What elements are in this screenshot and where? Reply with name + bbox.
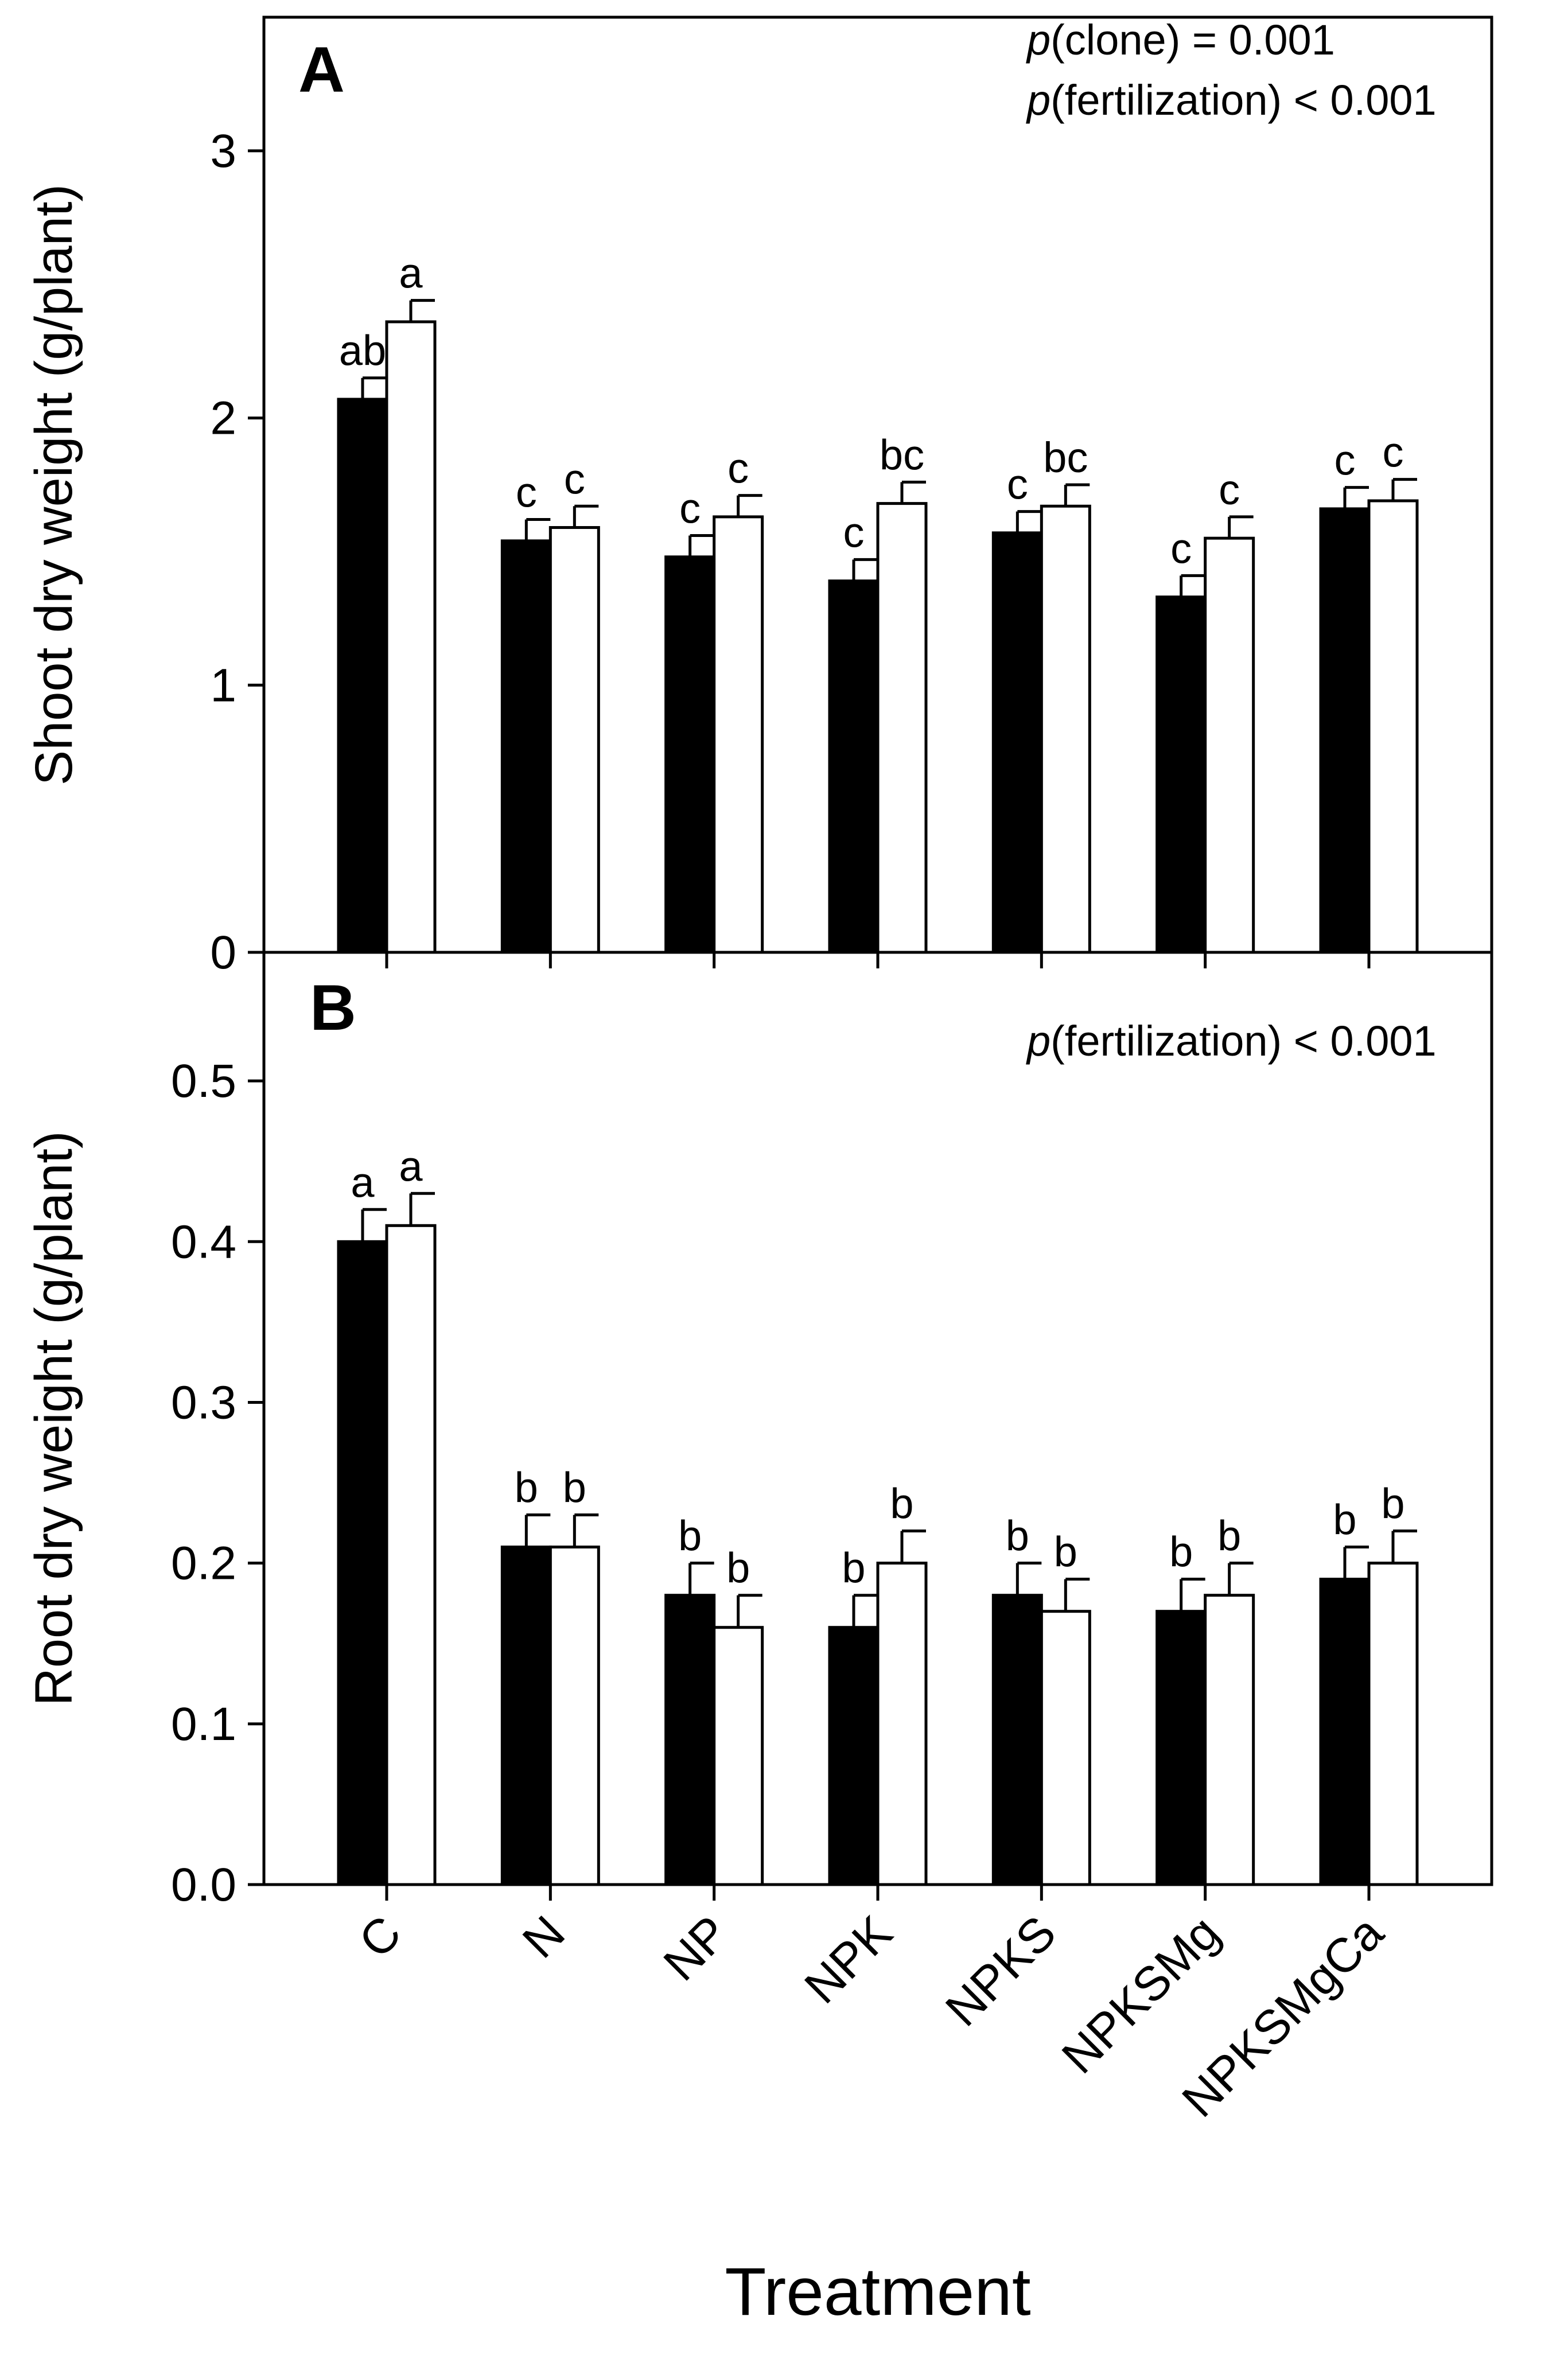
y-tick-label: 0.3 — [171, 1376, 236, 1428]
bar-clone-2-npk — [876, 1562, 928, 1886]
panel-letter: B — [310, 972, 356, 1044]
y-tick-label: 0.1 — [171, 1698, 236, 1750]
y-tick-label: 0.5 — [171, 1055, 236, 1107]
y-tick-label: 2 — [210, 392, 236, 445]
bar-clone-2-c — [385, 1224, 437, 1886]
bar-clone-2-npksmg — [1204, 536, 1255, 954]
p-value-annotation: p(clone) = 0.001 — [1026, 16, 1335, 64]
y-tick-label: 0.2 — [171, 1537, 236, 1590]
significance-letter: b — [1006, 1512, 1029, 1560]
significance-letter: c — [1007, 461, 1028, 508]
bar-clone-1-npksmgca — [1319, 507, 1371, 954]
significance-letter: b — [726, 1544, 750, 1592]
y-axis-title: Shoot dry weight (g/plant) — [25, 184, 83, 785]
panel-b: 0.0 0.1 0.2 0.3 0.4 0.5 Root dry weight (g/pla… — [25, 951, 1493, 2330]
x-category-label: N — [512, 1905, 575, 1968]
significance-letter: b — [563, 1464, 586, 1512]
significance-letter: c — [679, 484, 701, 532]
bar-clone-1-npksmg — [1155, 1610, 1207, 1886]
bar-clone-2-np — [713, 1626, 764, 1886]
significance-letter: a — [351, 1158, 375, 1206]
significance-letter: b — [1333, 1496, 1356, 1544]
significance-letter: c — [1170, 524, 1192, 572]
bar-clone-2-npks — [1040, 1610, 1091, 1886]
p-value-annotation: p(fertilization) < 0.001 — [1026, 1017, 1437, 1065]
significance-letter: b — [1381, 1480, 1404, 1528]
significance-letter: c — [727, 445, 749, 492]
bar-clone-2-n — [548, 1546, 600, 1886]
significance-letter: ab — [339, 327, 386, 375]
x-category-label: NPKS — [935, 1905, 1066, 2036]
x-axis-title: Treatment — [725, 2254, 1030, 2330]
y-tick-label: 0 — [210, 927, 236, 979]
bar-clone-2-c — [385, 320, 437, 954]
y-tick-label: 3 — [210, 125, 236, 177]
y-axis-title: Root dry weight (g/plant) — [25, 1131, 83, 1706]
bar-clone-1-c — [337, 1240, 388, 1886]
significance-letter: b — [1054, 1528, 1077, 1576]
bar-clone-2-npksmgca — [1367, 1562, 1419, 1886]
x-category-label: NPK — [794, 1905, 902, 2014]
panel-letter: A — [298, 34, 345, 106]
bar-clone-2-np — [713, 515, 764, 954]
significance-letter: b — [1169, 1528, 1193, 1576]
bar-clone-1-npksmgca — [1319, 1578, 1371, 1886]
y-tick-label: 0.0 — [171, 1859, 236, 1911]
significance-letter: b — [842, 1544, 865, 1592]
bar-clone-2-n — [548, 526, 600, 954]
bar-clone-1-npks — [991, 1594, 1043, 1886]
significance-letter: c — [564, 455, 585, 503]
significance-letter: b — [890, 1480, 913, 1528]
significance-letter: b — [678, 1512, 702, 1560]
x-category-label: NP — [653, 1905, 738, 1991]
bar-clone-2-npk — [876, 502, 928, 954]
bar-clone-1-np — [664, 555, 716, 954]
bar-clone-1-n — [500, 539, 552, 954]
significance-letter: c — [1334, 437, 1356, 484]
y-tick-label: 1 — [210, 659, 236, 711]
bar-clone-1-np — [664, 1594, 716, 1886]
bar-clone-1-npk — [828, 579, 880, 954]
significance-letter: c — [1219, 466, 1240, 513]
bar-clone-1-npks — [991, 531, 1043, 954]
significance-letter: c — [843, 508, 865, 556]
significance-letter: bc — [1043, 434, 1088, 481]
significance-letter: a — [399, 1142, 423, 1190]
significance-letter: b — [515, 1464, 538, 1512]
bar-clone-1-npk — [828, 1626, 880, 1886]
significance-letter: b — [1217, 1512, 1241, 1560]
significance-letter: c — [516, 469, 537, 516]
bar-clone-1-n — [500, 1546, 552, 1886]
bar-clone-2-npksmgca — [1367, 499, 1419, 954]
bar-clone-2-npks — [1040, 504, 1091, 954]
bar-clone-1-c — [337, 398, 388, 954]
significance-letter: a — [399, 250, 423, 297]
x-category-label: C — [348, 1905, 411, 1968]
bar-clone-1-npksmg — [1155, 595, 1207, 954]
bar-clone-2-npksmg — [1204, 1594, 1255, 1886]
significance-letter: c — [1383, 429, 1404, 476]
panel-a: 0 1 2 3 Shoot dry weight (g/plant) A p(clone) … — [25, 15, 1493, 979]
significance-letter: bc — [880, 431, 924, 478]
y-tick-label: 0.4 — [171, 1216, 236, 1268]
p-value-annotation: p(fertilization) < 0.001 — [1026, 76, 1437, 124]
